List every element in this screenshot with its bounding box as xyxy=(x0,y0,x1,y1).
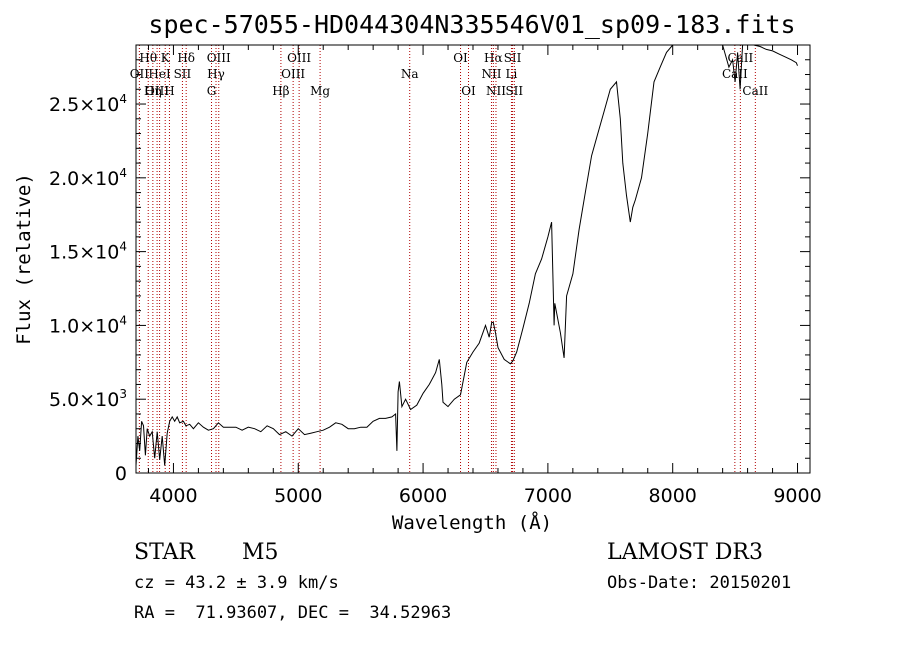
chart-title: spec-57055-HD044304N335546V01_sp09-183.f… xyxy=(148,10,795,39)
y-tick-label: 1.0×104 xyxy=(49,313,127,337)
x-tick-label: 7000 xyxy=(524,485,572,507)
spectral-line-label: OI xyxy=(461,84,476,98)
x-axis-label: Wavelength (Å) xyxy=(392,511,552,534)
y-tick-label: 2.5×104 xyxy=(49,92,127,116)
y-axis-label: Flux (relative) xyxy=(13,173,35,345)
spectral-line-label: K xyxy=(161,51,171,65)
spectral-line-label: OI xyxy=(453,51,468,65)
spectral-line-label: Hβ xyxy=(272,84,289,98)
spectral-line-label: Hδ xyxy=(177,51,195,65)
spectral-line-label: Na xyxy=(401,67,419,81)
spectral-line-label: SII xyxy=(174,67,192,81)
spectral-line-label: OIII xyxy=(281,67,305,81)
spectral-line-label: OII xyxy=(130,67,150,81)
spectral-line-label: CaII xyxy=(742,84,768,98)
x-tick-label: 8000 xyxy=(649,485,697,507)
x-tick-label: 6000 xyxy=(399,485,447,507)
spectral-line-label: NII xyxy=(486,84,506,98)
y-tick-label: 0 xyxy=(115,463,127,485)
observation-date: Obs-Date: 20150201 xyxy=(607,573,792,593)
coordinates: RA = 71.93607, DEC = 34.52963 xyxy=(134,603,452,623)
spectral-line-label: SII xyxy=(504,51,522,65)
spectral-line-label: H xyxy=(164,84,174,98)
spectral-line-label: NII xyxy=(481,67,501,81)
object-subclass: M5 xyxy=(242,540,279,565)
survey-name: LAMOST DR3 xyxy=(607,540,763,565)
spectral-line-label: CaII xyxy=(727,51,753,65)
spectral-line-label: Mg xyxy=(310,84,330,98)
plot-frame xyxy=(135,44,811,474)
spectral-line-label: Hθ xyxy=(139,51,157,65)
spectral-line-label: SII xyxy=(505,84,523,98)
spectral-line-label: OIII xyxy=(287,51,311,65)
spectrum-series-line xyxy=(135,44,798,466)
spectral-line-label: Li xyxy=(506,67,518,81)
object-type: STAR xyxy=(134,540,195,565)
y-tick-label: 1.5×104 xyxy=(49,240,127,264)
spectral-line-label: OIII xyxy=(207,51,231,65)
x-tick-label: 9000 xyxy=(773,485,821,507)
spectral-line-label: HeI xyxy=(148,67,171,81)
spectral-line-label: Hη xyxy=(144,84,162,98)
x-tick-label: 4000 xyxy=(149,485,197,507)
x-tick-label: 5000 xyxy=(274,485,322,507)
axis-ticks: 4000 5000 6000 7000 8000 9000 0 5.0×103 1.0×104 1… xyxy=(49,45,822,507)
spectral-line-label: G xyxy=(207,84,217,98)
spectral-line-label: Hα xyxy=(484,51,503,65)
spectral-line-label: OIII xyxy=(145,84,169,98)
y-tick-label: 5.0×103 xyxy=(49,387,127,411)
y-tick-label: 2.0×104 xyxy=(49,166,127,190)
spectral-line-label: Hγ xyxy=(207,67,225,81)
redshift-velocity: cz = 43.2 ± 3.9 km/s xyxy=(134,573,339,593)
